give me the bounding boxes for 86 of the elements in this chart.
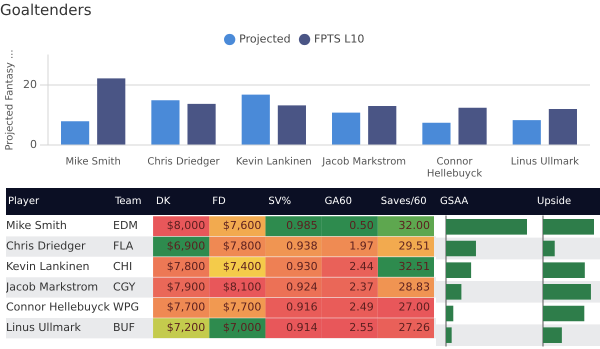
x-tick-label: Connor Hellebuyck	[426, 156, 482, 180]
data-label: $8,100	[222, 280, 262, 294]
bar	[446, 284, 462, 300]
data-label: 0.938	[286, 239, 318, 252]
data-label: 32.51	[398, 260, 430, 273]
data-label: 0.924	[286, 280, 318, 294]
y2-tick-label: CGY	[113, 280, 136, 294]
y-axis-title: Player	[8, 196, 40, 208]
y-tick-label: Chris Driedger	[6, 239, 86, 252]
x-tick-label: Mike Smith	[66, 156, 121, 168]
data-label: $7,600	[222, 219, 262, 232]
data-label: 2.49	[349, 300, 374, 314]
x-tick-label: DK	[156, 196, 171, 208]
bar	[543, 306, 584, 322]
bar	[151, 100, 180, 144]
bar	[548, 109, 577, 144]
bar	[543, 219, 594, 235]
y-tick-label: Connor Hellebuyck	[6, 300, 111, 314]
x-tick-label: SV%	[268, 196, 292, 208]
bar	[368, 106, 396, 144]
data-label: 2.44	[349, 260, 374, 273]
bar	[187, 104, 216, 144]
y-tick-label: Mike Smith	[6, 219, 67, 232]
y2-tick-label: CHI	[113, 260, 132, 273]
x-tick-label: Jacob Markstrom	[321, 156, 406, 168]
chart-title: Goaltenders	[0, 0, 92, 19]
data-label: 29.51	[398, 239, 430, 252]
data-label: $7,400	[222, 260, 262, 273]
data-label: 28.83	[398, 280, 430, 294]
bar	[446, 219, 527, 235]
data-label: 0.916	[286, 300, 318, 314]
y2-tick-label: FLA	[113, 239, 134, 252]
data-label: 0.930	[286, 260, 318, 273]
data-label: $7,700	[222, 300, 262, 314]
bar	[446, 262, 472, 278]
bar	[422, 122, 451, 144]
bar	[446, 306, 454, 322]
data-label: 32.00	[398, 219, 430, 232]
y-tick-label: Kevin Lankinen	[6, 260, 90, 273]
data-label: 27.26	[398, 321, 430, 334]
bar	[446, 240, 476, 256]
data-label: $7,800	[222, 239, 262, 252]
data-label: 0.914	[286, 321, 318, 334]
bar	[543, 262, 585, 278]
data-label: 0.50	[349, 219, 374, 232]
bar	[512, 120, 541, 144]
bar	[332, 112, 360, 144]
bar	[97, 78, 126, 144]
data-label: $7,900	[166, 280, 206, 294]
legend-label: Projected	[239, 32, 291, 46]
bar	[61, 121, 90, 144]
x-tick-label: GA60	[324, 196, 352, 208]
data-label: $7,700	[166, 300, 206, 314]
y2-tick-label: WPG	[113, 300, 140, 314]
x-tick-label: Linus Ullmark	[510, 156, 580, 168]
x-tick-label: Chris Driedger	[147, 156, 221, 168]
data-label: 2.37	[349, 280, 374, 294]
x-tick-label: FD	[212, 196, 226, 208]
data-label: 2.55	[349, 321, 374, 334]
bar	[543, 327, 562, 343]
y-tick-label: Linus Ullmark	[6, 321, 82, 334]
data-label: 1.97	[349, 239, 374, 252]
data-label: $7,000	[222, 321, 262, 334]
y2-tick-label: EDM	[113, 219, 138, 232]
y2-tick-label: BUF	[113, 321, 135, 334]
y-axis-title: Projected Fantasy ...	[4, 49, 16, 151]
bar	[543, 240, 555, 256]
y-tick-label: 20	[22, 78, 37, 91]
x-tick-label: Saves/60	[380, 196, 427, 208]
chart-title: GSAA	[440, 196, 468, 208]
legend-label: FPTS L10	[314, 32, 364, 46]
data-label: 27.00	[398, 300, 430, 314]
y-tick-label: 0	[30, 138, 37, 151]
x-tick-label: Kevin Lankinen	[236, 156, 312, 168]
chart-title: Upside	[537, 196, 572, 208]
y2-axis-title: Team	[114, 196, 142, 208]
bar	[446, 327, 452, 343]
data-label: $7,800	[166, 260, 206, 273]
bar	[543, 284, 591, 300]
data-label: $8,000	[166, 219, 206, 232]
bar	[242, 94, 270, 144]
data-label: 0.985	[286, 219, 318, 232]
data-label: $6,900	[166, 239, 206, 252]
bar	[278, 105, 306, 144]
data-label: $7,200	[166, 321, 206, 334]
bar	[458, 108, 487, 144]
